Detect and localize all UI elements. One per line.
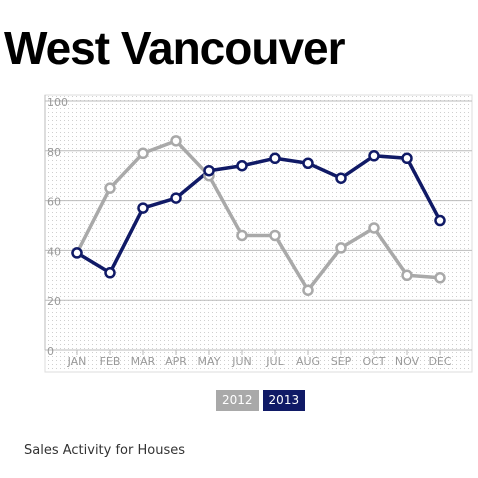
page-title: West Vancouver — [4, 22, 346, 74]
data-point-2012 — [368, 222, 380, 234]
x-tick-label: FEB — [100, 355, 121, 368]
y-tick-label: 80 — [47, 146, 61, 159]
data-point-2012 — [236, 229, 248, 242]
data-point-2013 — [71, 247, 83, 259]
data-point-2013 — [434, 214, 446, 227]
data-point-2013 — [269, 152, 281, 165]
data-point-2013 — [170, 192, 182, 204]
data-point-2013 — [302, 157, 314, 169]
y-tick-label: 20 — [47, 295, 61, 308]
data-point-2012 — [104, 182, 116, 194]
data-point-2013 — [236, 159, 248, 172]
data-point-2012 — [269, 229, 281, 242]
x-tick-label: JAN — [67, 355, 87, 368]
x-tick-label: AUG — [296, 355, 320, 368]
data-point-2012 — [401, 269, 413, 282]
legend-item-2013[interactable]: 2013 — [262, 390, 306, 411]
chart-caption: Sales Activity for Houses — [24, 443, 186, 458]
y-tick-label: 0 — [47, 345, 54, 358]
x-tick-label: NOV — [395, 355, 420, 368]
x-tick-label: MAR — [131, 355, 156, 368]
data-point-2012 — [170, 135, 182, 147]
data-point-2013 — [368, 150, 380, 162]
x-tick-label: APR — [165, 355, 187, 368]
x-tick-label: MAY — [198, 355, 221, 368]
legend-item-2012[interactable]: 2012 — [216, 390, 259, 411]
x-tick-label: OCT — [362, 355, 385, 368]
x-tick-label: SEP — [331, 355, 352, 368]
data-point-2012 — [302, 284, 314, 296]
x-tick-label: JUL — [265, 355, 284, 368]
data-point-2013 — [137, 202, 149, 214]
y-tick-label: 40 — [47, 245, 61, 258]
x-tick-label: JUN — [231, 355, 252, 368]
data-point-2013 — [401, 152, 413, 165]
x-tick-label: DEC — [428, 355, 451, 368]
y-tick-label: 100 — [47, 96, 68, 109]
data-point-2012 — [137, 147, 149, 160]
y-tick-label: 60 — [47, 196, 61, 209]
series-line-2012 — [75, 139, 441, 292]
data-point-2013 — [335, 172, 347, 184]
plot-area — [44, 94, 473, 373]
data-point-2012 — [335, 242, 347, 254]
data-point-2013 — [104, 267, 116, 279]
data-point-2013 — [203, 164, 215, 177]
data-point-2012 — [434, 272, 446, 284]
chart-legend: 2012 2013 — [216, 390, 306, 411]
